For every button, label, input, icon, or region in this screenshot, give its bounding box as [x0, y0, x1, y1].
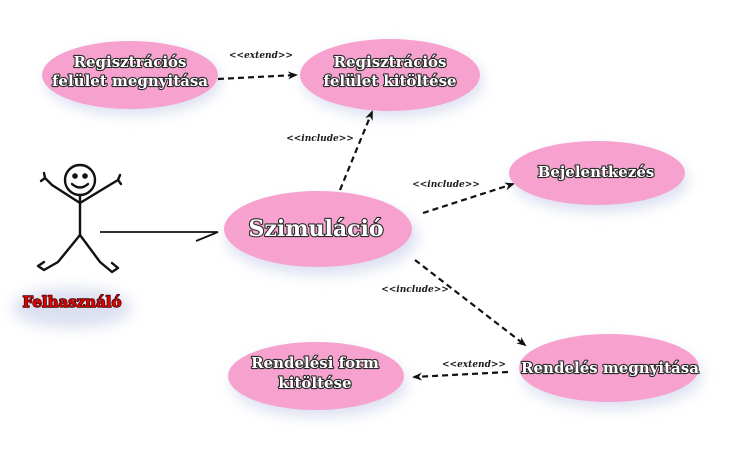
usecase-simulation[interactable]: Szimuláció	[224, 191, 412, 267]
usecase-label-line1: Rendelési form	[251, 354, 379, 372]
label-order-extend-form: <<extend>>	[442, 360, 506, 370]
actor-label: Felhasználó	[23, 293, 122, 311]
usecase-label: Szimuláció	[248, 216, 383, 242]
usecase-label-line1: Regisztrációs	[334, 53, 447, 71]
usecase-label-line1: Regisztrációs	[74, 53, 187, 71]
arrow-sim-include-reg	[338, 110, 374, 191]
usecase-label-line2: felület megnyitása	[52, 72, 208, 90]
actor-felhasznalo[interactable]: Felhasználó	[22, 163, 123, 312]
usecase-label-line2: kitöltése	[278, 374, 351, 392]
arrow-sim-include-order	[414, 259, 527, 347]
usecase-label-line2: felület kitöltése	[323, 72, 456, 90]
usecase-order-form[interactable]: Rendelési form kitöltése	[228, 342, 404, 410]
arrow-order-extend-form	[412, 370, 509, 381]
relationship-arrows	[217, 71, 527, 381]
label-reg-extend: <<extend>>	[229, 51, 293, 61]
label-sim-include-order: <<include>>	[381, 285, 449, 295]
arrow-sim-include-login	[422, 182, 515, 215]
label-sim-include-reg: <<include>>	[286, 134, 354, 144]
usecase-label: Bejelentkezés	[538, 163, 655, 181]
usecase-order-open[interactable]: Rendelés megnyitása	[519, 334, 700, 402]
label-sim-include-login: <<include>>	[412, 180, 480, 190]
usecase-reg-open[interactable]: Regisztrációs felület megnyitása	[42, 41, 218, 109]
stick-figure-icon	[36, 163, 123, 274]
usecase-label: Rendelés megnyitása	[521, 359, 699, 377]
usecase-login[interactable]: Bejelentkezés	[509, 141, 685, 205]
arrow-reg-extend	[217, 71, 298, 81]
association-line	[100, 231, 219, 242]
usecase-reg-fill[interactable]: Regisztrációs felület kitöltése	[300, 39, 480, 111]
